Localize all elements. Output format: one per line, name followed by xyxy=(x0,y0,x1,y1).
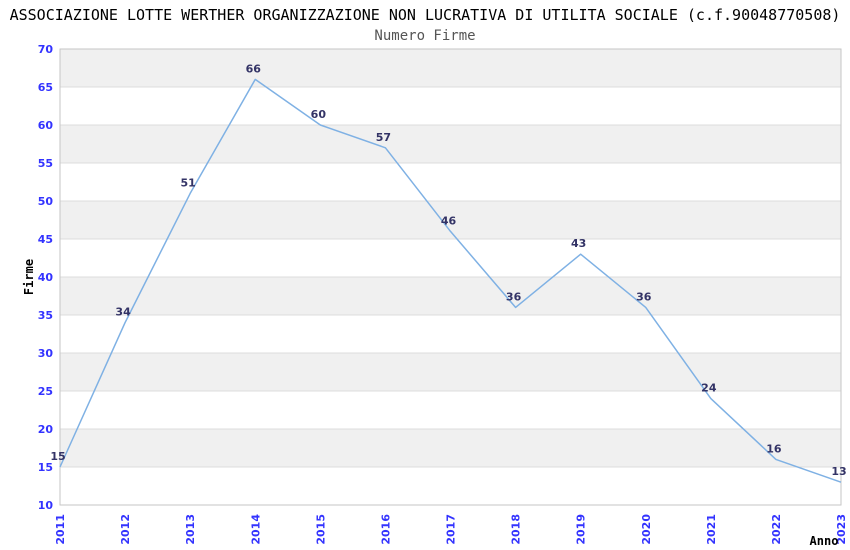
data-point-label: 36 xyxy=(636,290,652,303)
data-point-label: 24 xyxy=(701,382,717,395)
data-point-label: 51 xyxy=(181,176,196,189)
grid-band xyxy=(60,277,841,315)
y-tick-label: 10 xyxy=(38,499,54,512)
y-axis-label: Firme xyxy=(22,259,36,295)
y-tick-label: 25 xyxy=(38,385,53,398)
x-tick-label: 2017 xyxy=(445,514,458,545)
data-point-label: 16 xyxy=(766,442,782,455)
chart-subtitle: Numero Firme xyxy=(374,28,476,44)
grid-band xyxy=(60,49,841,87)
y-tick-label: 50 xyxy=(38,195,54,208)
x-tick-label: 2014 xyxy=(249,514,262,545)
grid-band xyxy=(60,201,841,239)
y-tick-label: 20 xyxy=(38,423,54,436)
data-point-label: 15 xyxy=(50,450,65,463)
data-point-label: 43 xyxy=(571,237,586,250)
data-point-label: 34 xyxy=(115,306,131,319)
plot-border xyxy=(59,48,842,506)
x-tick-label: 2022 xyxy=(770,514,783,545)
y-tick-label: 70 xyxy=(38,43,54,56)
y-tick-label: 15 xyxy=(38,461,53,474)
y-tick-label: 30 xyxy=(38,347,54,360)
data-point-label: 66 xyxy=(246,62,262,75)
data-point-label: 36 xyxy=(506,290,522,303)
data-line xyxy=(59,78,842,483)
x-tick-label: 2011 xyxy=(54,514,67,545)
grid-band xyxy=(60,125,841,163)
x-tick-label: 2015 xyxy=(314,514,327,545)
grid-band xyxy=(60,353,841,391)
x-tick-label: 2019 xyxy=(575,514,588,545)
x-tick-label: 2013 xyxy=(184,514,197,545)
data-point-label: 46 xyxy=(441,214,457,227)
chart-title: ASSOCIAZIONE LOTTE WERTHER ORGANIZZAZION… xyxy=(9,6,841,24)
data-point-label: 13 xyxy=(831,465,846,478)
y-tick-label: 45 xyxy=(38,233,53,246)
grid-band xyxy=(60,429,841,467)
y-tick-label: 40 xyxy=(38,271,54,284)
y-tick-label: 65 xyxy=(38,81,53,94)
x-axis-label: Anno xyxy=(810,534,839,548)
x-tick-label: 2012 xyxy=(119,514,132,545)
data-point-label: 60 xyxy=(311,108,327,121)
y-tick-label: 60 xyxy=(38,119,54,132)
data-point-label: 57 xyxy=(376,131,391,144)
y-tick-label: 35 xyxy=(38,309,53,322)
y-tick-label: 55 xyxy=(38,157,53,170)
x-tick-label: 2018 xyxy=(510,514,523,545)
x-tick-label: 2021 xyxy=(705,514,718,545)
x-tick-label: 2023 xyxy=(835,514,848,545)
x-tick-label: 2020 xyxy=(640,514,653,545)
x-tick-label: 2016 xyxy=(379,514,392,545)
